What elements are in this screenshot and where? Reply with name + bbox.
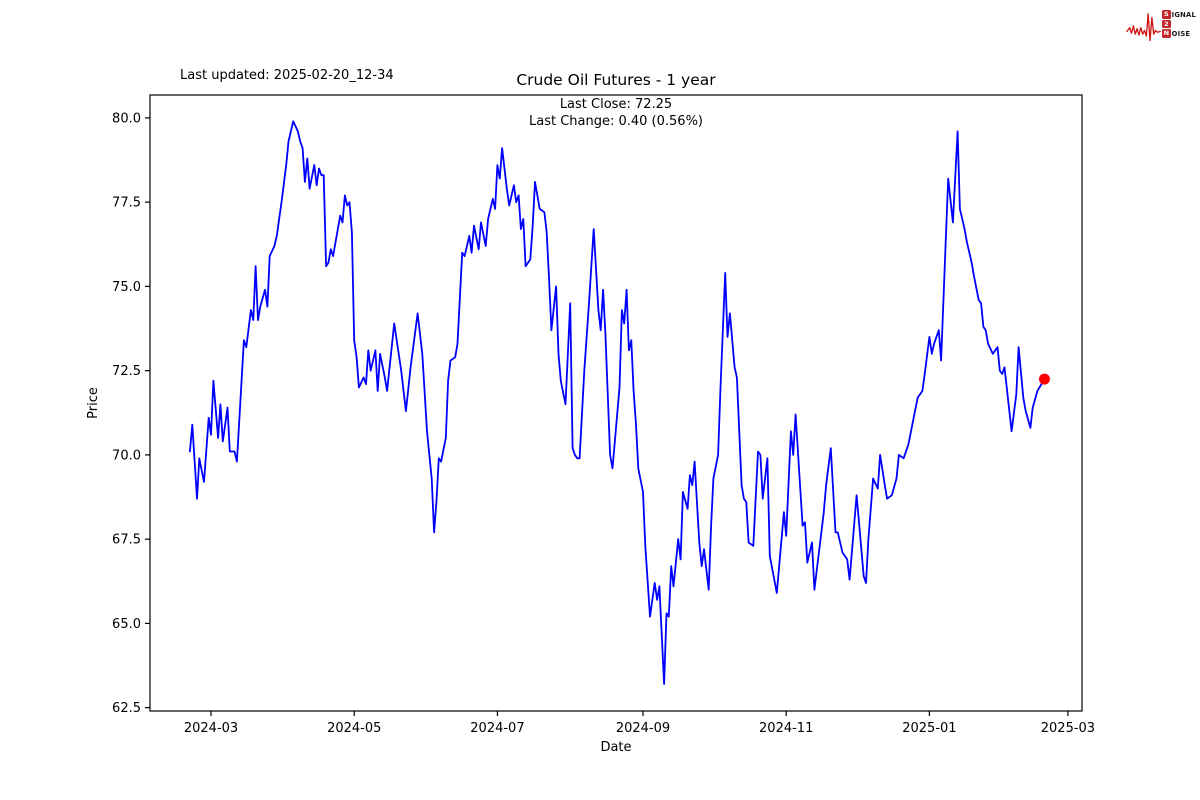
plot-border [149,94,1083,712]
x-tick-label: 2024-09 [616,721,670,736]
logo-word-oise: OISE [1171,29,1191,38]
logo-letter-s: S [1162,10,1171,19]
y-tick-label: 72.5 [112,364,141,379]
last-change-text: Last Change: 0.40 (0.56%) [528,113,703,129]
y-tick-label: 80.0 [112,111,141,126]
last-close-text: Last Close: 72.25 [559,97,673,112]
y-tick-label: 70.0 [112,448,141,463]
x-axis-label: Date [600,740,631,755]
y-axis-label: Price [86,387,101,419]
brand-logo: S IGNAL 2 N OISE [1126,4,1196,44]
x-tick-label: 2024-11 [759,721,813,736]
ecg-waveform-icon [1126,13,1161,42]
logo-letter-2: 2 [1162,19,1171,29]
x-tick-label: 2025-01 [902,721,956,736]
logo-letter-n: N [1162,29,1171,38]
last-price-marker [1038,373,1050,385]
logo-text: S IGNAL 2 N OISE [1162,10,1196,38]
x-tick-label: 2024-05 [327,721,381,736]
logo-word-ignal: IGNAL [1171,10,1196,19]
x-tick-label: 2024-07 [470,721,524,736]
y-tick-label: 65.0 [112,617,141,632]
y-tick-label: 75.0 [112,280,141,295]
y-tick-label: 62.5 [112,701,141,716]
y-tick-label: 77.5 [112,196,141,211]
y-tick-label: 67.5 [112,533,141,548]
chart-title: Crude Oil Futures - 1 year [516,71,716,89]
x-tick-label: 2024-03 [184,721,238,736]
x-tick-label: 2025-03 [1041,721,1095,736]
chart-annotation: Last Close: 72.25 Last Change: 0.40 (0.5… [150,97,1082,130]
price-line [188,120,1046,685]
last-updated-text: Last updated: 2025-02-20_12-34 [180,68,394,83]
